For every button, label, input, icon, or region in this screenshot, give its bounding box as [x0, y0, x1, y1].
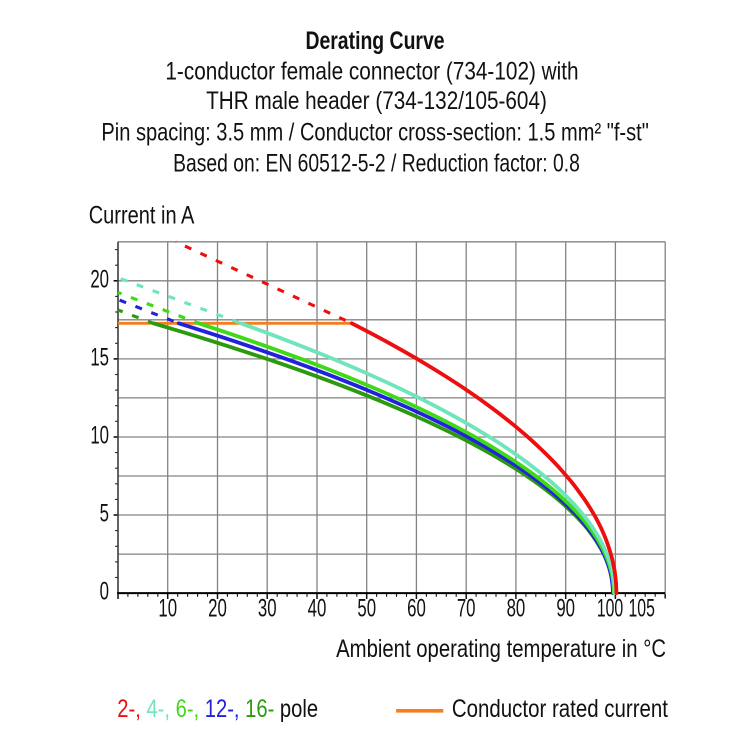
svg-text:0: 0 [100, 579, 109, 606]
svg-text:70: 70 [457, 595, 476, 622]
svg-text:10: 10 [90, 422, 109, 449]
svg-text:Ambient operating temperature: Ambient operating temperature in °C [336, 635, 666, 662]
svg-text:100: 100 [597, 595, 623, 622]
svg-text:Based on: EN 60512-5-2 / Reduc: Based on: EN 60512-5-2 / Reduction facto… [173, 149, 580, 177]
svg-text:Conductor rated current: Conductor rated current [452, 694, 669, 722]
svg-text:30: 30 [258, 595, 277, 622]
svg-text:20: 20 [208, 595, 227, 622]
svg-text:90: 90 [556, 595, 575, 622]
svg-text:60: 60 [407, 595, 426, 622]
svg-text:Pin spacing: 3.5 mm / Conducto: Pin spacing: 3.5 mm / Conductor cross-se… [101, 119, 648, 146]
svg-text:40: 40 [308, 595, 327, 622]
svg-text:Current in A: Current in A [89, 201, 195, 228]
svg-text:50: 50 [357, 595, 376, 622]
svg-text:80: 80 [507, 595, 526, 622]
svg-text:105: 105 [629, 595, 655, 622]
svg-text:20: 20 [90, 266, 109, 293]
svg-text:THR male header (734-132/105-6: THR male header (734-132/105-604) [206, 86, 547, 114]
svg-text:15: 15 [90, 344, 109, 371]
svg-text:Derating Curve: Derating Curve [305, 27, 444, 55]
svg-text:1-conductor female connector (: 1-conductor female connector (734-102) w… [165, 57, 578, 85]
svg-text:10: 10 [158, 595, 177, 622]
svg-text:5: 5 [100, 500, 109, 527]
svg-text:2-, 4-, 6-, 12-, 16- pole: 2-, 4-, 6-, 12-, 16- pole [117, 695, 318, 722]
